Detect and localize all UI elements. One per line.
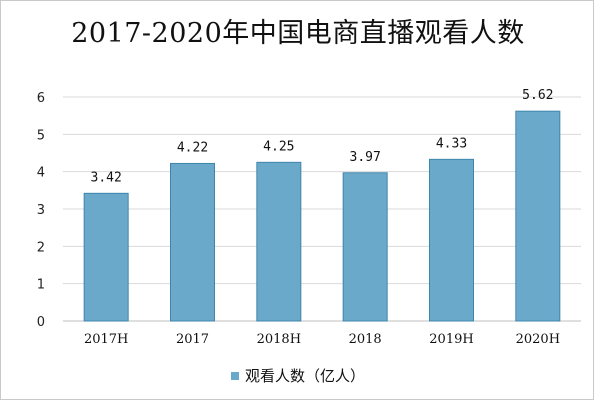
x-category-label: 2019H	[429, 332, 473, 347]
bar	[256, 161, 302, 322]
x-category-label: 2017	[176, 332, 209, 347]
data-label: 4.22	[177, 140, 208, 155]
data-labels: 3.42 4.22 4.25 3.97 4.33 5.62	[91, 88, 554, 185]
y-tick-label: 0	[37, 315, 45, 330]
chart-title: 2017-2020年中国电商直播观看人数	[71, 18, 525, 49]
y-axis-tick-labels: 0 1 2 3 4 5 6	[37, 91, 45, 330]
x-category-label: 2017H	[84, 332, 128, 347]
data-label: 5.62	[522, 88, 553, 103]
data-label: 4.33	[436, 136, 467, 151]
legend-label: 观看人数（亿人）	[244, 367, 365, 385]
y-tick-label: 4	[37, 166, 45, 181]
bars	[83, 110, 561, 322]
legend: 观看人数（亿人）	[1, 365, 593, 386]
gridlines	[63, 96, 581, 322]
bar	[83, 192, 129, 322]
data-label: 4.25	[263, 139, 294, 154]
bar	[170, 162, 215, 322]
bar	[342, 172, 388, 322]
bar	[429, 158, 474, 322]
data-label: 3.42	[91, 170, 122, 185]
x-category-label: 2018H	[257, 332, 301, 347]
y-tick-label: 3	[37, 203, 45, 218]
data-label: 3.97	[350, 150, 381, 165]
x-axis-category-labels: 2017H 2017 2018H 2018 2019H 2020H	[84, 332, 560, 347]
bar	[515, 110, 561, 322]
y-tick-label: 6	[37, 91, 45, 106]
x-category-label: 2020H	[516, 332, 560, 347]
y-tick-label: 2	[37, 240, 45, 255]
y-tick-label: 5	[37, 128, 45, 143]
y-tick-label: 1	[37, 278, 45, 293]
x-category-label: 2018	[349, 332, 382, 347]
legend-swatch	[230, 371, 239, 380]
